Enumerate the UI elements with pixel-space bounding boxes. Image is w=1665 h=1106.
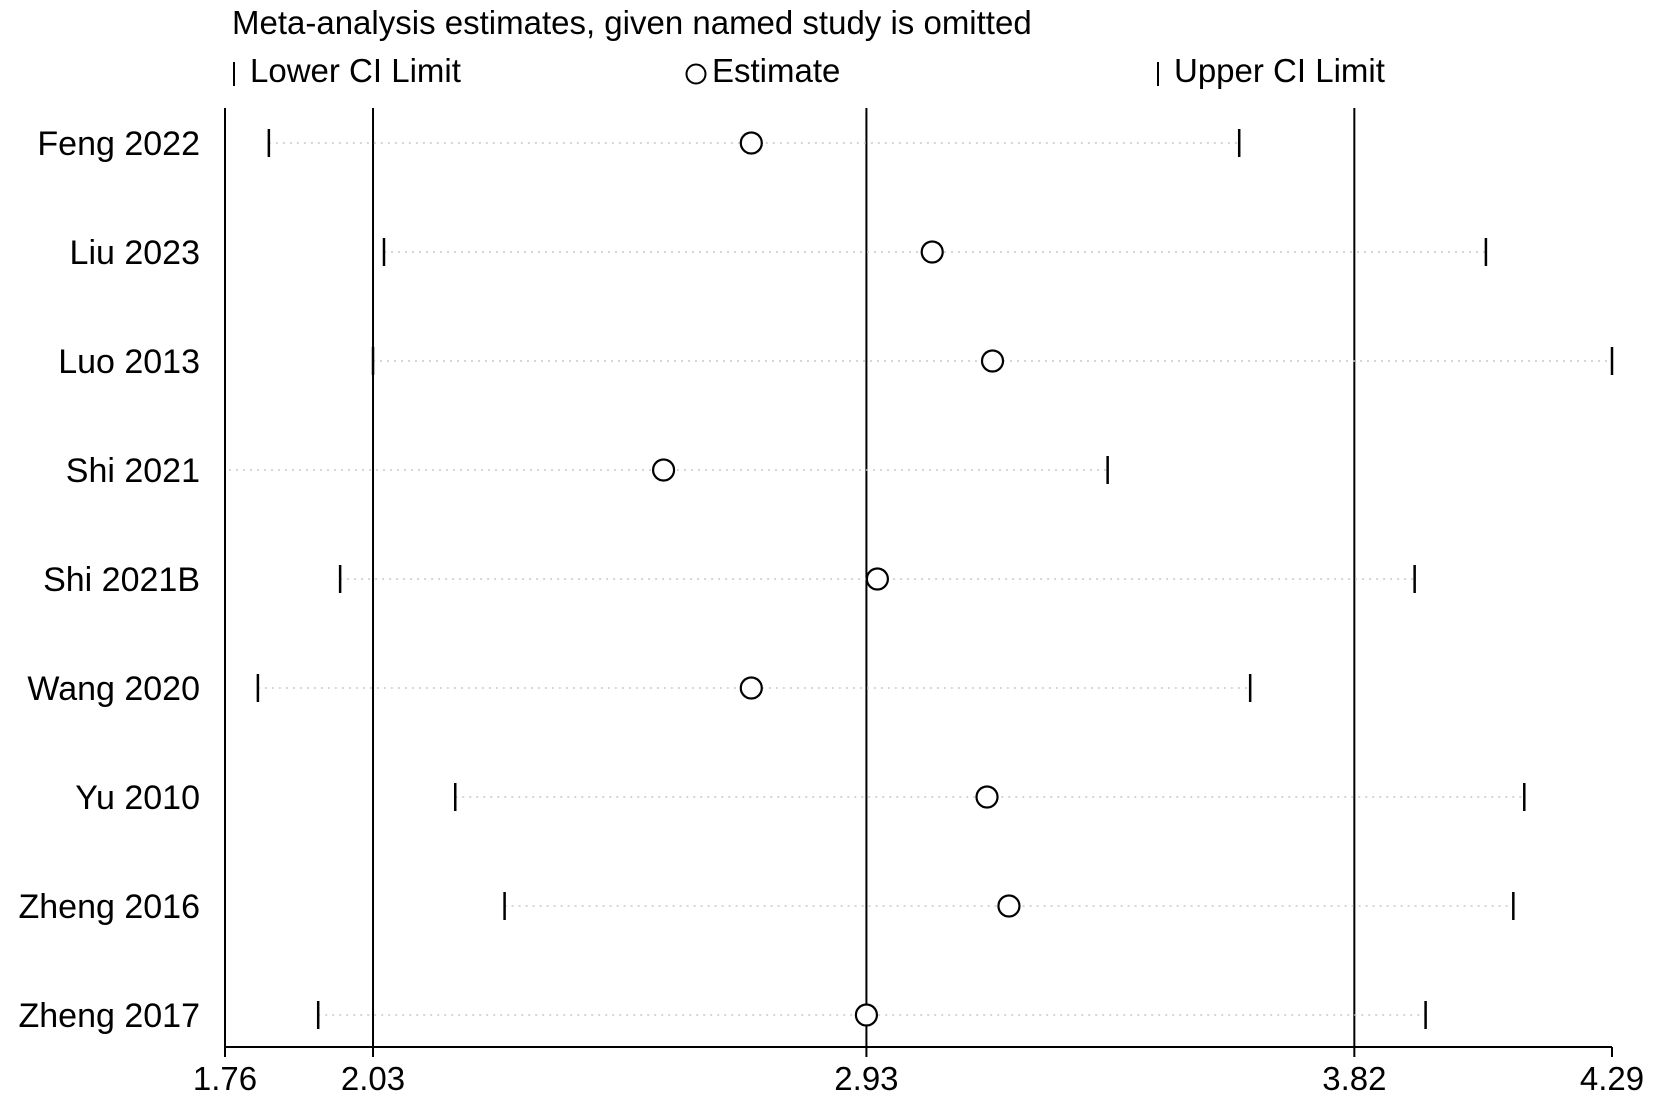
x-tick-label: 2.03 bbox=[341, 1060, 405, 1097]
study-label: Feng 2022 bbox=[37, 125, 200, 163]
legend-upper-label: Upper CI Limit bbox=[1174, 52, 1385, 89]
study-label: Zheng 2017 bbox=[19, 997, 201, 1035]
estimate-point bbox=[997, 894, 1021, 918]
study-label: Yu 2010 bbox=[75, 779, 200, 817]
estimate-point bbox=[920, 240, 944, 264]
study-label: Shi 2021B bbox=[43, 561, 200, 599]
study-label: Wang 2020 bbox=[27, 670, 200, 708]
estimate-point bbox=[739, 676, 763, 700]
x-tick-label: 4.29 bbox=[1580, 1060, 1644, 1097]
estimate-point bbox=[975, 785, 999, 809]
estimate-point bbox=[651, 458, 676, 482]
x-tick-label: 3.82 bbox=[1322, 1060, 1386, 1097]
study-label: Liu 2023 bbox=[70, 234, 200, 272]
estimate-point bbox=[865, 567, 889, 591]
x-tick-label: 2.93 bbox=[834, 1060, 898, 1097]
study-label: Shi 2021 bbox=[66, 452, 200, 490]
x-tick-label: 1.76 bbox=[193, 1060, 257, 1097]
legend: Lower CI Limit Estimate Upper CI Limit bbox=[233, 52, 1385, 89]
estimate-point bbox=[980, 349, 1005, 373]
estimate-point bbox=[854, 1003, 879, 1027]
legend-estimate-marker bbox=[685, 63, 707, 85]
legend-estimate-label: Estimate bbox=[712, 52, 840, 89]
legend-lower-label: Lower CI Limit bbox=[250, 52, 461, 89]
study-label: Luo 2013 bbox=[58, 343, 200, 381]
study-label: Zheng 2016 bbox=[19, 888, 201, 926]
estimate-point bbox=[739, 131, 763, 155]
chart-title: Meta-analysis estimates, given named stu… bbox=[232, 4, 1032, 41]
plot-area: 1.76 2.03 2.93 3.82 4.29 Feng 2022 Liu 2023 Luo… bbox=[19, 108, 1644, 1097]
